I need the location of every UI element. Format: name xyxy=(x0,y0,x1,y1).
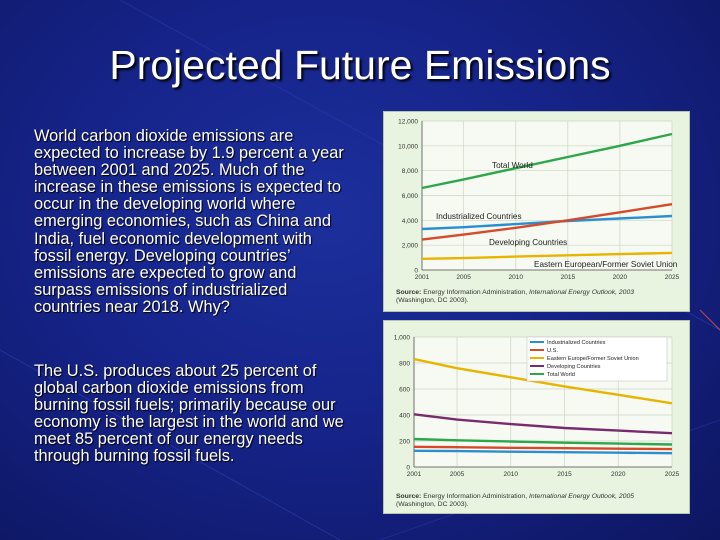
series-line-4 xyxy=(413,437,673,446)
x-tick-label: 2015 xyxy=(561,274,576,281)
y-tick-label: 0 xyxy=(414,268,418,275)
y-tick-label: 0 xyxy=(406,465,410,472)
legend-entry: U.S. xyxy=(547,348,558,354)
slide-title: Projected Future Emissions xyxy=(109,42,611,88)
source-note-line2: (Washington, DC 2003). xyxy=(396,501,469,508)
y-tick-label: 400 xyxy=(399,413,410,420)
y-tick-label: 200 xyxy=(399,439,410,446)
y-tick-label: 8,000 xyxy=(402,168,419,175)
x-tick-label: 2015 xyxy=(557,471,572,478)
series-line-1 xyxy=(421,214,673,231)
y-tick-label: 12,000 xyxy=(398,119,418,126)
x-tick-label: 2010 xyxy=(509,274,524,281)
x-tick-label: 2001 xyxy=(415,274,430,281)
y-tick-label: 600 xyxy=(399,387,410,394)
y-tick-label: 4,000 xyxy=(402,218,419,225)
y-tick-label: 800 xyxy=(399,361,410,368)
x-tick-label: 2001 xyxy=(407,471,422,478)
series-label: Developing Countries xyxy=(489,238,567,247)
x-tick-label: 2025 xyxy=(665,274,680,281)
source-note: Source: Energy Information Administratio… xyxy=(396,289,634,296)
series-label: Total World xyxy=(492,161,533,170)
series-label: Industrialized Countries xyxy=(436,212,522,221)
legend-entry: Eastern Europe/Former Soviet Union xyxy=(547,356,639,362)
series-line-0 xyxy=(421,132,673,190)
source-text: Energy Information Administration, xyxy=(421,289,529,296)
y-tick-label: 6,000 xyxy=(402,193,419,200)
x-tick-label: 2020 xyxy=(611,471,626,478)
world-emissions-chart-panel: 0 2,000 4,000 6,000 8,000 10,000 12,000 2001 200… xyxy=(383,111,690,312)
source-label: Source: xyxy=(396,493,421,500)
x-tick-label: 2020 xyxy=(613,274,628,281)
world-emissions-chart: 0 2,000 4,000 6,000 8,000 10,000 12,000 2001 200… xyxy=(396,119,680,305)
y-tick-label: 1,000 xyxy=(394,335,411,342)
emissions-paragraph: World carbon dioxide emissions are expec… xyxy=(34,127,344,316)
source-note: Source: Energy Information Administratio… xyxy=(396,493,634,500)
source-text: Energy Information Administration, xyxy=(421,493,529,500)
source-note-line2: (Washington, DC 2003). xyxy=(396,297,469,304)
series-line-2 xyxy=(421,203,673,241)
source-publication: International Energy Outlook, 2005 xyxy=(529,493,634,500)
x-tick-label: 2005 xyxy=(450,471,465,478)
series-line-2 xyxy=(413,357,673,405)
source-publication: International Energy Outlook, 2003 xyxy=(529,289,634,296)
x-tick-label: 2010 xyxy=(504,471,519,478)
legend-entry: Total World xyxy=(547,372,575,378)
series-label: Eastern European/Former Soviet Union xyxy=(534,260,678,269)
series-line-3 xyxy=(421,251,673,260)
x-tick-label: 2005 xyxy=(456,274,471,281)
regional-emissions-chart-panel: 0 200 400 600 800 1,000 2001 2005 2010 2015 2020 20… xyxy=(383,320,690,514)
source-label: Source: xyxy=(396,289,421,296)
us-emissions-paragraph: The U.S. produces about 25 percent of gl… xyxy=(34,362,344,466)
regional-emissions-chart: 0 200 400 600 800 1,000 2001 2005 2010 2015 2020 20… xyxy=(394,335,680,509)
x-tick-label: 2025 xyxy=(665,471,680,478)
series-line-1 xyxy=(413,445,673,451)
legend-entry: Developing Countries xyxy=(547,364,601,370)
legend-entry: Industrialized Countries xyxy=(547,340,606,346)
series-line-0 xyxy=(413,449,673,455)
y-tick-label: 10,000 xyxy=(398,143,418,150)
legend-box xyxy=(526,336,668,382)
series-line-3 xyxy=(413,413,673,435)
y-tick-label: 2,000 xyxy=(402,243,419,250)
